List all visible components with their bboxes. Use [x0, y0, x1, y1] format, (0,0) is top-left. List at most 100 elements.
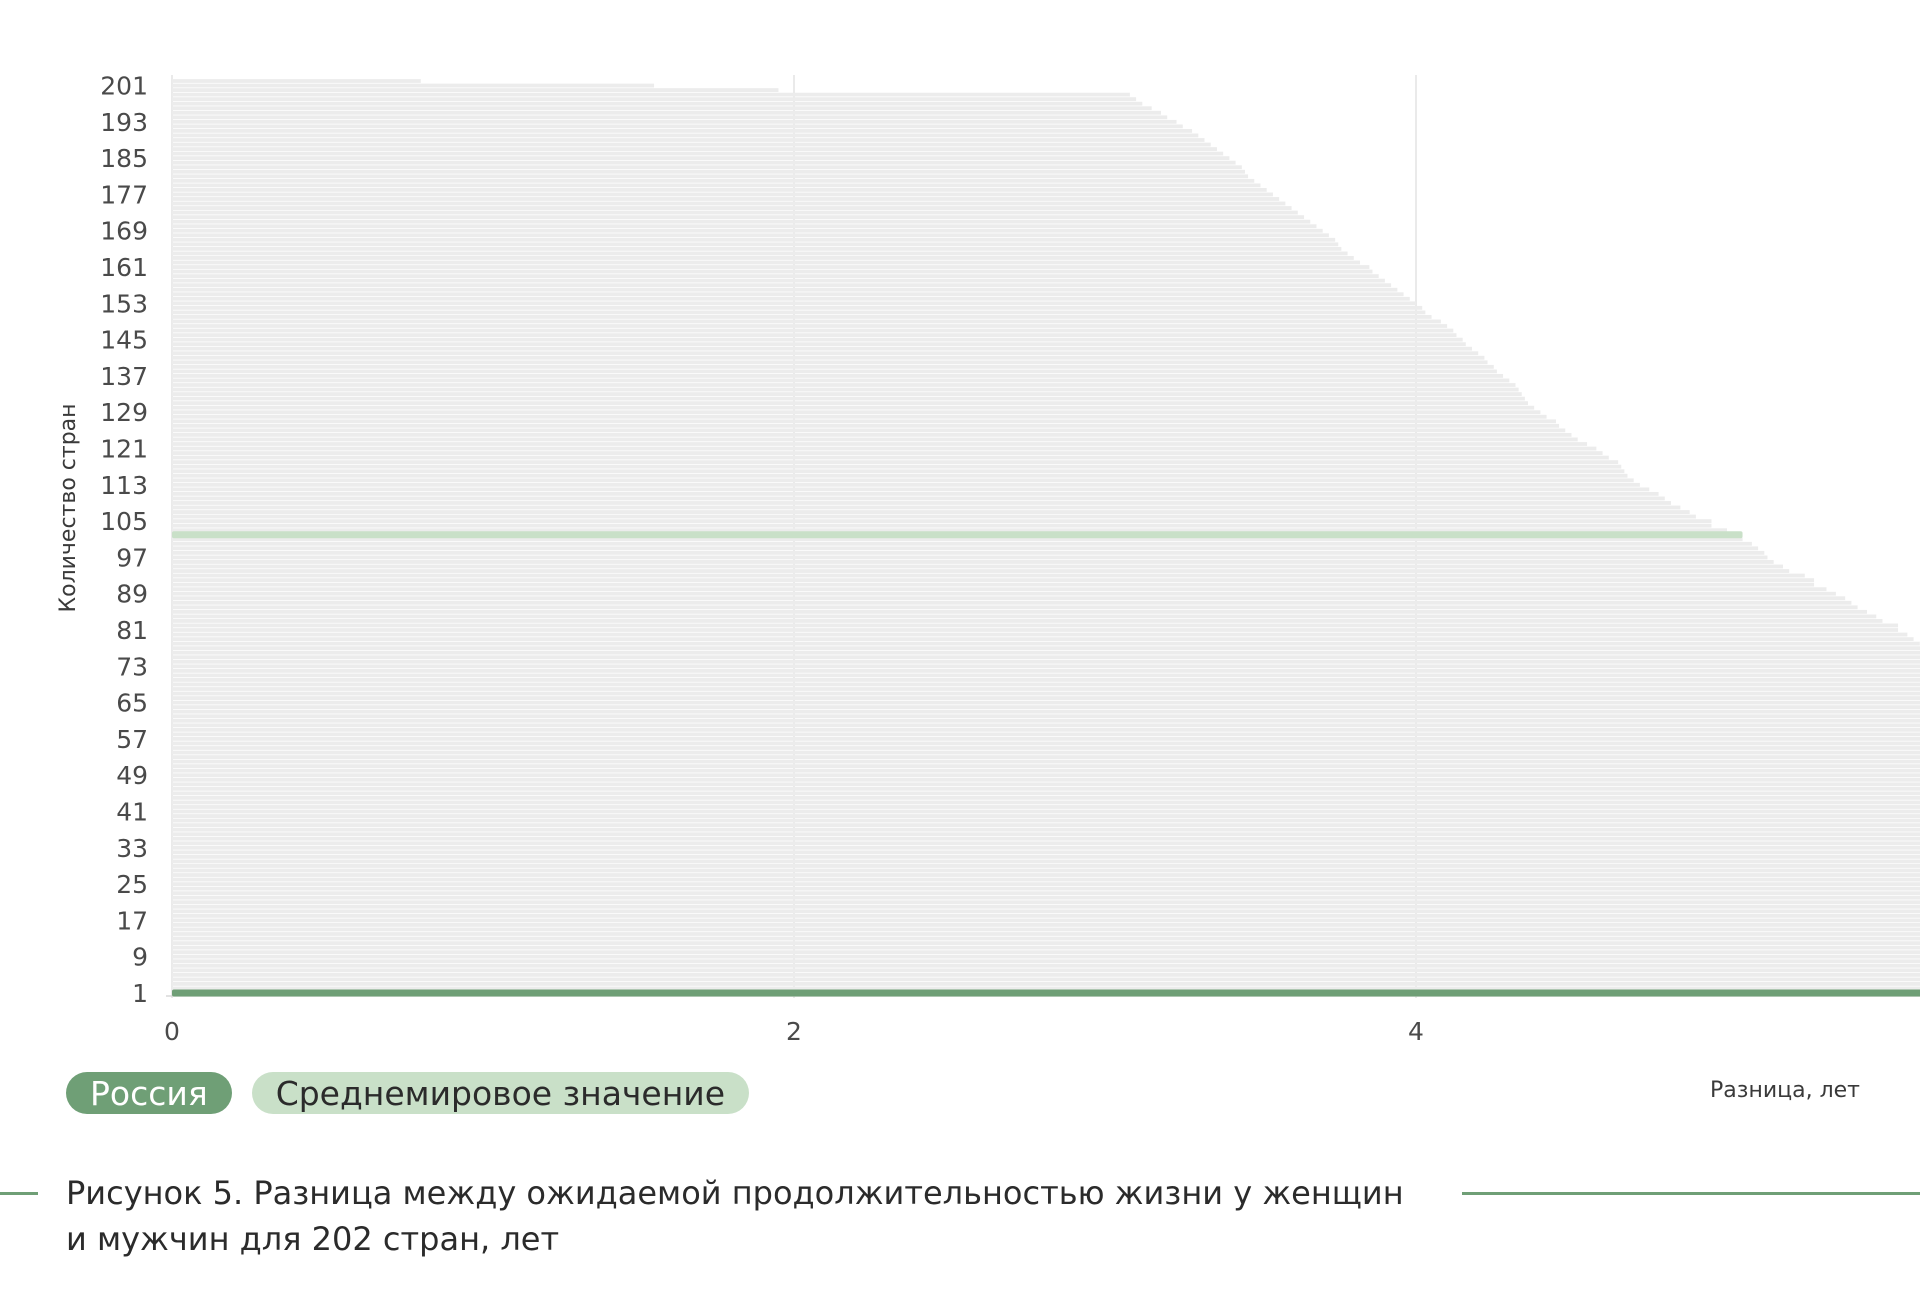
caption-divider-right: [1462, 1192, 1920, 1195]
country-bar: [172, 178, 1255, 183]
country-bar: [172, 768, 1920, 773]
country-bar: [172, 88, 779, 92]
country-bar: [172, 124, 1183, 129]
country-bar: [172, 97, 1137, 102]
country-bar: [172, 623, 1899, 628]
country-bar: [172, 873, 1920, 877]
country-bar: [172, 941, 1920, 945]
bar-chart: 1 9 17 25 33 41 49 57 65 73 81 89 97 105 113 121 129 137 1…: [56, 72, 1920, 1046]
caption-line-2: и мужчин для 202 стран, лет: [66, 1220, 560, 1258]
country-bar: [172, 233, 1329, 238]
caption-line-1: Рисунок 5. Разница между ожидаемой продо…: [66, 1174, 1404, 1212]
country-bar: [172, 442, 1588, 446]
russia-bar: [172, 989, 1920, 997]
country-bar: [172, 882, 1920, 887]
country-bar: [172, 814, 1920, 818]
country-bar: [172, 746, 1920, 750]
country-bar: [172, 886, 1920, 891]
country-bar: [172, 673, 1920, 678]
country-bar: [172, 650, 1920, 655]
country-bar: [172, 537, 1743, 542]
country-bar: [172, 351, 1479, 356]
country-bar: [172, 550, 1765, 555]
country-bar: [172, 795, 1920, 800]
x-axis-label: Разница, лет: [1710, 1078, 1860, 1103]
y-tick-label: 9: [132, 943, 148, 972]
country-bar: [172, 750, 1920, 755]
country-bar: [172, 578, 1815, 583]
country-bar: [172, 659, 1920, 664]
x-tick-label: 4: [1408, 1017, 1424, 1046]
country-bar: [172, 800, 1920, 805]
y-tick-label: 73: [116, 652, 148, 681]
y-tick-label: 193: [100, 108, 148, 137]
country-bar: [172, 487, 1650, 492]
country-bar: [172, 859, 1920, 864]
country-bar: [172, 242, 1339, 247]
country-bar: [172, 387, 1519, 392]
y-tick-label: 41: [116, 798, 148, 827]
country-bar: [172, 664, 1920, 669]
country-bar: [172, 501, 1672, 505]
legend-world-average: Среднемировое значение: [251, 1072, 750, 1114]
country-bar: [172, 473, 1628, 478]
y-tick-label: 49: [116, 761, 148, 790]
country-bar: [172, 451, 1603, 455]
country-bar: [172, 496, 1665, 501]
country-bar: [172, 927, 1920, 932]
country-bar: [172, 396, 1525, 401]
country-bar: [172, 977, 1920, 982]
country-bar: [172, 478, 1634, 483]
y-tick-label: 105: [100, 507, 148, 536]
country-bar: [172, 79, 421, 83]
country-bar: [172, 705, 1920, 710]
country-bar: [172, 755, 1920, 759]
country-bar: [172, 519, 1712, 524]
country-bar: [172, 923, 1920, 927]
country-bar: [172, 541, 1752, 546]
y-axis-label: Количество стран: [56, 403, 81, 612]
country-bar: [172, 932, 1920, 936]
country-bar: [172, 564, 1783, 569]
country-bar: [172, 823, 1920, 828]
country-bar: [172, 283, 1392, 288]
country-bar: [172, 982, 1920, 986]
country-bar: [172, 614, 1877, 619]
country-bar: [172, 668, 1920, 673]
country-bar: [172, 655, 1920, 660]
country-bar: [172, 482, 1640, 487]
country-bar: [172, 437, 1578, 442]
country-bar: [172, 741, 1920, 746]
country-bar: [172, 206, 1292, 210]
country-bar: [172, 414, 1547, 419]
country-bar: [172, 854, 1920, 859]
country-bar: [172, 224, 1317, 229]
country-bar: [172, 505, 1681, 510]
country-bar: [172, 732, 1920, 737]
country-bar: [172, 678, 1920, 682]
figure-caption: Рисунок 5. Разница между ожидаемой продо…: [66, 1170, 1436, 1262]
country-bar: [172, 791, 1920, 796]
country-bar: [172, 446, 1597, 451]
country-bar: [172, 160, 1236, 165]
country-bar: [172, 201, 1286, 206]
country-bar: [172, 169, 1245, 174]
legend-russia: Россия: [66, 1072, 232, 1114]
country-bar: [172, 591, 1836, 596]
country-bar: [172, 315, 1432, 319]
country-bar: [172, 419, 1556, 424]
country-bar: [172, 972, 1920, 977]
country-bar: [172, 346, 1472, 351]
y-tick-label: 89: [116, 580, 148, 609]
country-bar: [172, 727, 1920, 732]
country-bar: [172, 782, 1920, 787]
country-bar: [172, 215, 1305, 220]
country-bar: [172, 818, 1920, 823]
country-bar: [172, 292, 1404, 297]
country-bar: [172, 92, 1130, 97]
country-bar: [172, 491, 1659, 496]
country-bar: [172, 183, 1261, 188]
country-bar: [172, 469, 1625, 474]
y-tick-label: 1: [132, 979, 148, 1008]
y-tick-label: 153: [100, 289, 148, 318]
